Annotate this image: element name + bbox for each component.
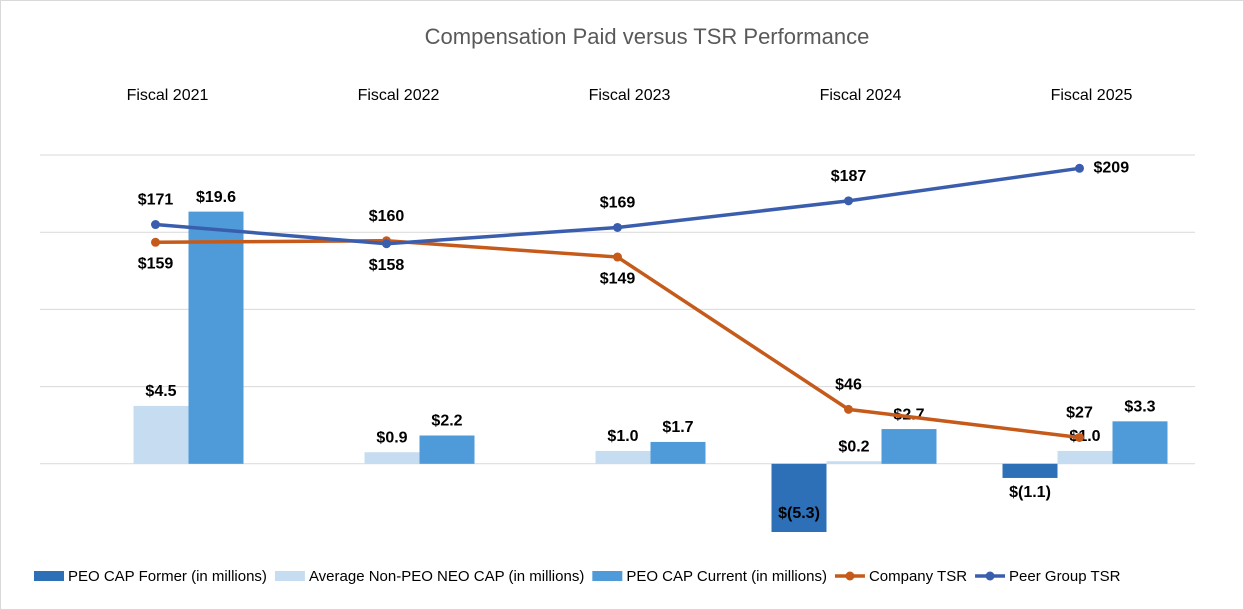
line-marker xyxy=(151,237,160,247)
category-label: Fiscal 2022 xyxy=(358,87,440,104)
data-label: $158 xyxy=(369,257,405,274)
bar xyxy=(133,405,189,464)
data-label: $1.7 xyxy=(662,419,693,436)
legend-swatch xyxy=(274,571,305,581)
data-label: $171 xyxy=(138,192,174,209)
category-label: Fiscal 2023 xyxy=(589,87,671,104)
data-label: $0.9 xyxy=(376,429,407,446)
category-label: Fiscal 2025 xyxy=(1051,87,1133,104)
bar xyxy=(650,441,706,464)
bar xyxy=(771,463,827,532)
legend-swatch xyxy=(985,571,995,581)
line-marker xyxy=(1075,432,1084,442)
data-label: $1.0 xyxy=(607,428,638,445)
legend-swatch xyxy=(845,571,855,581)
bar xyxy=(881,429,937,464)
bar xyxy=(419,435,475,464)
legend-label: PEO CAP Current (in millions) xyxy=(626,568,827,585)
data-label: $149 xyxy=(600,270,636,287)
data-label: $169 xyxy=(600,195,636,212)
chart-title: Compensation Paid versus TSR Performance xyxy=(425,24,870,49)
line-marker xyxy=(1075,163,1084,173)
data-label: $(1.1) xyxy=(1009,484,1051,501)
legend-label: Company TSR xyxy=(869,568,967,585)
data-label: $27 xyxy=(1066,405,1093,422)
line-marker xyxy=(613,252,622,262)
bar xyxy=(1002,463,1058,478)
data-label: $159 xyxy=(138,255,174,272)
bar xyxy=(364,452,420,464)
bar xyxy=(826,461,882,464)
category-label: Fiscal 2024 xyxy=(820,87,902,104)
data-label: $209 xyxy=(1094,160,1130,177)
line-marker xyxy=(844,404,853,414)
bar xyxy=(1112,421,1168,464)
data-label: $0.2 xyxy=(838,438,869,455)
line-marker xyxy=(151,220,160,230)
line-marker xyxy=(613,222,622,232)
legend-label: Average Non-PEO NEO CAP (in millions) xyxy=(309,568,584,585)
legend-label: Peer Group TSR xyxy=(1009,568,1121,585)
data-label: $3.3 xyxy=(1124,399,1155,416)
data-label: $(5.3) xyxy=(778,505,820,522)
data-label: $4.5 xyxy=(145,383,176,400)
data-label: $187 xyxy=(831,168,867,185)
data-label: $2.2 xyxy=(431,413,462,430)
category-label: Fiscal 2021 xyxy=(127,87,209,104)
bar xyxy=(1057,450,1113,464)
legend-swatch xyxy=(34,571,64,581)
legend-label: PEO CAP Former (in millions) xyxy=(68,568,267,585)
bar xyxy=(595,450,651,464)
line-marker xyxy=(844,196,853,206)
data-label: $46 xyxy=(835,377,862,394)
line-marker xyxy=(382,239,391,249)
bar xyxy=(188,211,244,464)
data-label: $160 xyxy=(369,208,405,225)
data-label: $19.6 xyxy=(196,189,236,206)
legend-swatch xyxy=(592,571,623,581)
